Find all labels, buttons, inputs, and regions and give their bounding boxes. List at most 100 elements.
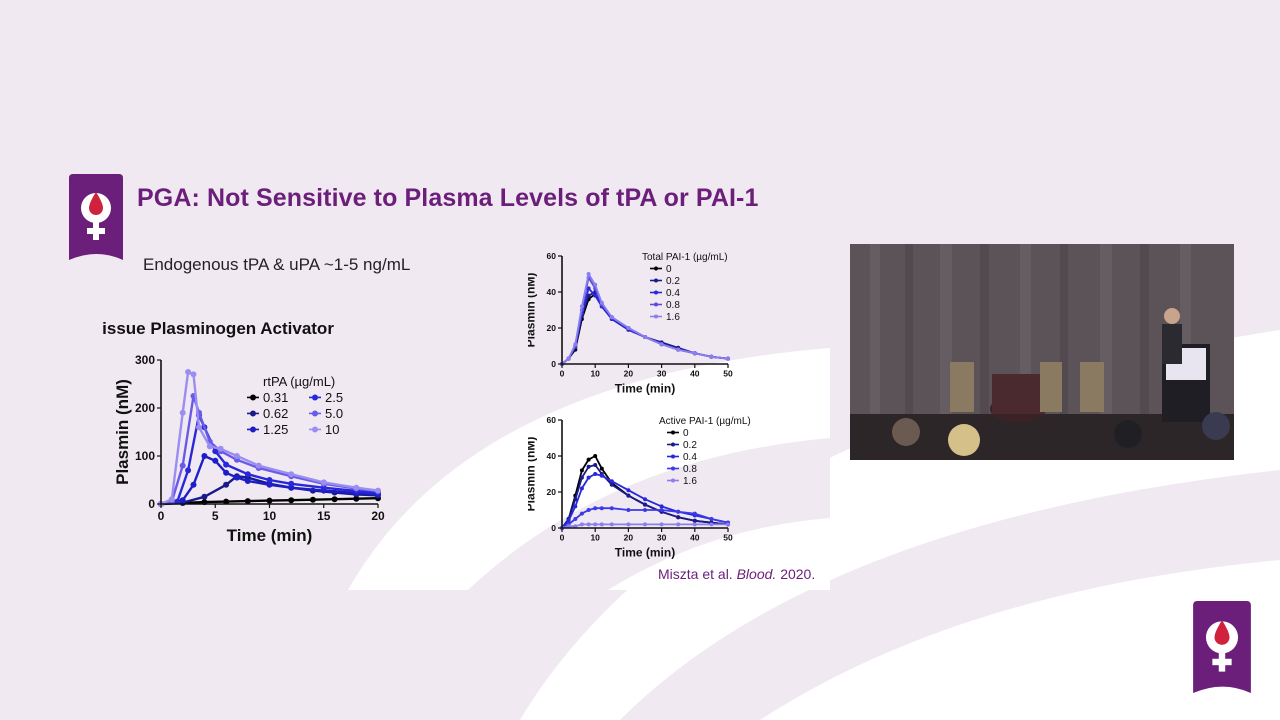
slide-title: PGA: Not Sensitive to Plasma Levels of t… (137, 184, 759, 212)
data-point (609, 482, 614, 487)
legend-swatch-dot (654, 266, 658, 271)
data-point (266, 497, 273, 504)
legend: Total PAI-1 (µg/mL)00.20.40.81.6 (642, 252, 728, 323)
data-point (586, 272, 591, 276)
x-tick-label: 50 (723, 533, 733, 543)
data-point (185, 369, 192, 375)
x-tick-label: 50 (723, 369, 733, 379)
data-point (223, 461, 230, 468)
series-line-10 (160, 370, 379, 506)
active-pai1-chart: 0 10 20 30 40 50 0 20 40 60 Time (min) Plasmin (nM)… (528, 415, 751, 560)
y-axis-label: Plasmin (nM) (528, 437, 537, 512)
x-tick-label: 30 (657, 533, 667, 543)
data-point (579, 475, 584, 480)
data-point (593, 454, 598, 458)
venus-blood-drop-logo-icon (69, 174, 123, 260)
data-point (266, 477, 273, 483)
data-point (626, 508, 631, 512)
legend-entry: 0.2 (666, 276, 680, 287)
y-axis-label: Plasmin (nM) (528, 273, 537, 348)
data-point (179, 409, 186, 416)
data-point (593, 282, 598, 287)
x-axis-label: Time (min) (615, 546, 675, 560)
data-point (643, 335, 647, 339)
data-point (212, 448, 219, 455)
data-point (599, 506, 604, 511)
data-point (573, 517, 578, 521)
legend-entry: 0.2 (683, 440, 697, 451)
data-point (244, 471, 251, 478)
data-point (566, 518, 571, 523)
x-tick-label: 10 (263, 509, 277, 523)
data-point (331, 496, 338, 503)
series-0 (560, 454, 730, 530)
data-point (586, 464, 591, 469)
legend-entry: 0.4 (683, 452, 697, 463)
y-tick-label: 0 (148, 497, 155, 511)
data-point (168, 496, 175, 503)
data-point (643, 497, 647, 502)
data-point (609, 522, 614, 527)
x-tick-label: 40 (690, 533, 700, 543)
legend-swatch-dot (671, 442, 675, 447)
series-1.6 (560, 522, 730, 530)
legend-swatch-dot (312, 394, 318, 401)
legend: rtPA (µg/mL)0.310.621.25 2.55.010 (247, 374, 343, 437)
speaker-video-frame (850, 244, 1234, 460)
data-point (593, 472, 598, 476)
chart-title: Tissue Plasminogen Activator (103, 319, 334, 338)
data-point (593, 463, 598, 467)
data-point (676, 347, 681, 352)
legend-swatch-dot (654, 278, 658, 283)
data-point (179, 497, 186, 504)
series-line-0 (561, 292, 729, 365)
legend-entry: 0.62 (263, 406, 288, 421)
citation-year: 2020. (780, 566, 816, 582)
data-point (676, 515, 681, 520)
data-point (659, 522, 664, 527)
data-point (586, 508, 591, 512)
data-point (244, 498, 251, 505)
slide-subtitle: Endogenous tPA & uPA ~1-5 ng/mL (143, 255, 411, 274)
data-point (320, 479, 327, 486)
data-point (643, 522, 647, 527)
data-point (626, 326, 631, 330)
legend-title: rtPA (µg/mL) (263, 374, 335, 389)
data-point (599, 522, 604, 527)
legend-entry: 5.0 (325, 406, 343, 421)
y-tick-label: 100 (135, 449, 155, 463)
legend-swatch-dot (312, 426, 318, 433)
y-tick-label: 20 (547, 487, 557, 497)
x-tick-label: 0 (560, 369, 565, 379)
data-point (643, 502, 647, 507)
y-axis-label: Plasmin (nM) (113, 379, 132, 485)
legend-swatch-dot (250, 410, 256, 417)
speaker-video (850, 244, 1234, 460)
data-point (201, 453, 208, 459)
data-point (726, 522, 730, 527)
data-point (579, 304, 584, 309)
data-point (206, 443, 213, 450)
x-tick-label: 0 (560, 533, 565, 543)
x-axis-label: Time (min) (227, 526, 313, 545)
data-point (609, 479, 614, 484)
x-tick-label: 40 (690, 369, 700, 379)
y-tick-label: 0 (551, 523, 556, 533)
data-point (579, 511, 584, 516)
y-tick-label: 300 (135, 353, 155, 367)
data-point (566, 356, 571, 361)
data-point (573, 342, 578, 347)
data-point (709, 354, 714, 359)
data-point (709, 522, 714, 527)
legend-entry: 1.6 (683, 476, 697, 487)
y-tick-label: 20 (547, 323, 557, 333)
venus-blood-drop-logo-corner-icon (1193, 601, 1251, 693)
series-line-0.2 (561, 291, 729, 365)
data-point (217, 445, 224, 452)
legend-entry: 0.8 (683, 464, 697, 475)
x-tick-label: 20 (624, 369, 634, 379)
data-point (643, 508, 647, 512)
slide-swoosh (348, 348, 830, 590)
y-tick-label: 40 (547, 451, 557, 461)
data-point (692, 511, 697, 516)
